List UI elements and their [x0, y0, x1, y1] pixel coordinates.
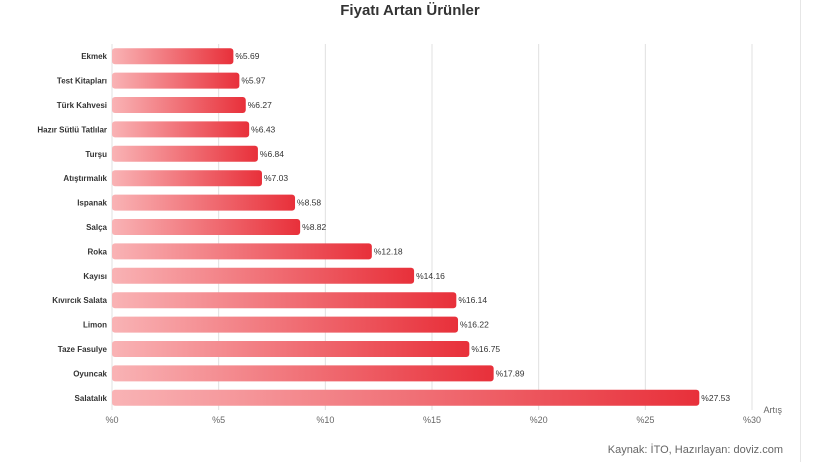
source-credit: Kaynak: İTO, Hazırlayan: doviz.com [607, 444, 783, 456]
category-label: Limon [83, 321, 107, 330]
category-label: Turşu [85, 150, 107, 159]
x-tick-label: %30 [743, 415, 761, 425]
x-tick-label: %15 [423, 415, 441, 425]
value-label: %5.69 [235, 51, 259, 61]
frame-border [800, 0, 801, 462]
bar [112, 145, 258, 162]
category-label: Salatalık [75, 394, 108, 403]
value-label: %8.82 [302, 222, 326, 232]
bar [112, 48, 234, 65]
bar [112, 170, 262, 187]
x-tick-label: %25 [636, 415, 654, 425]
value-label: %16.14 [458, 295, 487, 305]
value-label: %6.84 [260, 149, 284, 159]
labels: %0 %5 %10 %15 %20 %25 %30 Ekmek %5.69 Test Kitapl… [37, 51, 761, 425]
value-label: %6.27 [248, 100, 272, 110]
value-label: %17.89 [496, 368, 525, 378]
bar [112, 389, 700, 406]
value-label: %16.22 [460, 320, 489, 330]
bar [112, 194, 296, 211]
value-label: %8.58 [297, 198, 321, 208]
category-label: Ekmek [81, 52, 107, 61]
chart-title: Fiyatı Artan Ürünler [340, 2, 480, 19]
category-label: Türk Kahvesi [57, 101, 107, 110]
category-label: Kayısı [83, 272, 107, 281]
bar [112, 121, 250, 138]
x-tick-label: %0 [105, 415, 118, 425]
bar [112, 219, 301, 235]
x-tick-label: %20 [530, 415, 548, 425]
value-label: %7.03 [264, 173, 288, 183]
bar [112, 72, 240, 89]
value-label: %16.75 [471, 344, 500, 354]
value-label: %14.16 [416, 271, 445, 281]
value-label: %5.97 [241, 76, 265, 86]
bar [112, 243, 372, 260]
x-tick-label: %5 [212, 415, 225, 425]
bar [112, 316, 459, 333]
x-axis-unit-label: Artış [763, 405, 782, 415]
category-label: Test Kitapları [57, 77, 107, 86]
category-label: Atıştırmalık [63, 174, 107, 183]
value-label: %6.43 [251, 124, 275, 134]
category-label: Ispanak [77, 199, 107, 208]
category-label: Taze Fasulye [58, 345, 108, 354]
bars [112, 48, 700, 406]
bar [112, 292, 457, 309]
category-label: Salça [86, 223, 107, 232]
bar [112, 97, 246, 113]
category-label: Roka [87, 247, 107, 256]
category-label: Kıvırcık Salata [52, 296, 107, 305]
value-label: %12.18 [374, 246, 403, 256]
category-label: Oyuncak [73, 369, 107, 378]
value-label: %27.53 [701, 393, 730, 403]
category-label: Hazır Sütlü Tatlılar [37, 125, 107, 134]
bar [112, 267, 415, 284]
x-tick-label: %10 [316, 415, 334, 425]
bar [112, 365, 494, 382]
bar [112, 341, 470, 357]
